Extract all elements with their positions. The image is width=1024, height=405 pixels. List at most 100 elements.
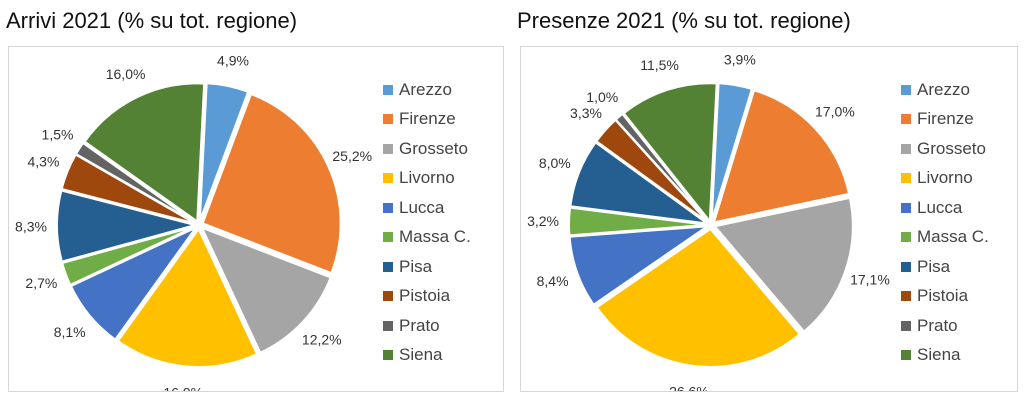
legend-swatch-lucca [383, 202, 393, 213]
legend-swatch-siena [383, 350, 393, 361]
pie-slice-massa-c [60, 225, 196, 287]
legend-swatch-arezzo [901, 84, 911, 95]
data-label-firenze: 17,0% [815, 104, 855, 120]
legend-item-pistoia: Pistoia [383, 282, 471, 312]
legend-swatch-arezzo [383, 84, 393, 95]
chart-title-presenze: Presenze 2021 (% su tot. regione) [517, 8, 851, 33]
chart-frame-arrivi: 4,9% 25,2% 12,2% 16,9% 8,1% 2,7% 8,3% 4,3% 1,5% 1… [8, 46, 504, 392]
pie-slice-pisa [569, 141, 708, 225]
legend-swatch-pisa [383, 261, 393, 272]
pie-slice-livorno [116, 227, 259, 368]
legend-item-livorno: Livorno [901, 164, 989, 194]
pie-slice-siena [83, 82, 206, 224]
pie-slice-pisa [56, 189, 199, 263]
legend-item-pistoia: Pistoia [901, 282, 989, 312]
data-label-pisa: 8,3% [15, 218, 47, 234]
legend-item-siena: Siena [901, 341, 989, 371]
legend-label-livorno: Livorno [917, 168, 973, 188]
data-label-grosseto: 12,2% [302, 332, 342, 348]
data-label-grosseto: 17,1% [850, 271, 890, 287]
legend-item-lucca: Lucca [383, 193, 471, 223]
pie-slice-siena [622, 82, 718, 224]
pie-slice-prato [614, 112, 710, 223]
legend-label-livorno: Livorno [399, 168, 455, 188]
legend-label-prato: Prato [917, 315, 958, 335]
legend-item-massa-c: Massa C. [901, 223, 989, 253]
legend-label-firenze: Firenze [399, 109, 456, 129]
data-label-lucca: 8,1% [54, 324, 86, 340]
legend-swatch-prato [383, 320, 393, 331]
legend-label-siena: Siena [399, 345, 443, 365]
data-label-arezzo: 3,9% [724, 51, 756, 67]
legend-swatch-lucca [901, 202, 911, 213]
data-label-pistoia: 4,3% [27, 154, 59, 170]
pie-slice-massa-c [568, 206, 708, 237]
pie-slice-lucca [568, 225, 711, 307]
legend-item-livorno: Livorno [383, 164, 471, 194]
pie-chart-presenze: 3,9% 17,0% 17,1% 26,6% 8,4% 3,2% 8,0% 3,3%1,0% 1… [527, 51, 890, 391]
legend-arrivi: Arezzo Firenze Grosseto Livorno Lucca Massa C… [383, 75, 471, 370]
legend-label-pistoia: Pistoia [399, 286, 451, 306]
data-label-livorno: 16,9% [163, 384, 203, 391]
legend-item-massa-c: Massa C. [383, 223, 471, 253]
legend-label-prato: Prato [399, 315, 440, 335]
legend-item-arezzo: Arezzo [383, 75, 471, 105]
legend-swatch-pisa [901, 261, 911, 272]
data-label-massa-c: 2,7% [25, 275, 57, 291]
pie-chart-arrivi: 4,9% 25,2% 12,2% 16,9% 8,1% 2,7% 8,3% 4,3% 1,5% 1… [15, 52, 372, 391]
legend-label-firenze: Firenze [917, 109, 974, 129]
legend-swatch-firenze [383, 114, 393, 125]
legend-label-lucca: Lucca [399, 197, 445, 217]
pie-slice-arezzo [198, 82, 250, 222]
pie-slice-firenze [201, 92, 342, 275]
legend-label-siena: Siena [917, 345, 961, 365]
legend-item-lucca: Lucca [901, 193, 989, 223]
data-label-arezzo: 4,9% [217, 52, 249, 68]
legend-presenze: Arezzo Firenze Grosseto Livorno Lucca Massa C… [901, 75, 989, 370]
legend-swatch-prato [901, 320, 911, 331]
legend-item-prato: Prato [901, 311, 989, 341]
legend-item-pisa: Pisa [383, 252, 471, 282]
legend-swatch-massa-c [901, 232, 911, 243]
data-label-siena: 11,5% [640, 57, 679, 73]
legend-label-lucca: Lucca [917, 197, 963, 217]
pie-slice-livorno [595, 227, 802, 368]
data-label-lucca: 8,4% [537, 273, 569, 289]
legend-item-prato: Prato [383, 311, 471, 341]
data-label-prato: 1,0% [586, 89, 618, 105]
legend-label-grosseto: Grosseto [917, 138, 986, 158]
pie-slice-lucca [69, 225, 199, 341]
legend-swatch-livorno [901, 173, 911, 184]
legend-swatch-livorno [383, 173, 393, 184]
legend-label-massa-c: Massa C. [917, 227, 989, 247]
legend-swatch-pistoia [383, 291, 393, 302]
legend-item-firenze: Firenze [383, 105, 471, 135]
legend-swatch-grosseto [901, 143, 911, 154]
legend-item-firenze: Firenze [901, 105, 989, 135]
data-label-livorno: 26,6% [669, 384, 709, 391]
legend-label-grosseto: Grosseto [399, 138, 468, 158]
data-label-firenze: 25,2% [332, 148, 372, 164]
pie-slice-prato [74, 141, 197, 224]
legend-label-pistoia: Pistoia [917, 286, 969, 306]
legend-swatch-firenze [901, 114, 911, 125]
legend-label-pisa: Pisa [917, 256, 951, 276]
data-label-massa-c: 3,2% [527, 213, 559, 229]
legend-item-arezzo: Arezzo [901, 75, 989, 105]
pie-slice-grosseto [199, 225, 332, 355]
legend-swatch-pistoia [901, 291, 911, 302]
legend-label-pisa: Pisa [399, 256, 433, 276]
chart-title-arrivi: Arrivi 2021 (% su tot. regione) [6, 8, 298, 33]
legend-label-massa-c: Massa C. [399, 227, 471, 247]
pie-slice-arezzo [710, 82, 754, 222]
legend-item-grosseto: Grosseto [901, 134, 989, 164]
legend-item-siena: Siena [383, 341, 471, 371]
pie-slice-firenze [712, 89, 851, 224]
data-label-pistoia: 3,3% [570, 105, 602, 121]
legend-label-arezzo: Arezzo [399, 79, 452, 99]
legend-swatch-massa-c [383, 232, 393, 243]
pie-slice-grosseto [712, 196, 854, 333]
legend-item-grosseto: Grosseto [383, 134, 471, 164]
legend-swatch-grosseto [383, 143, 393, 154]
data-label-prato: 1,5% [42, 126, 74, 142]
